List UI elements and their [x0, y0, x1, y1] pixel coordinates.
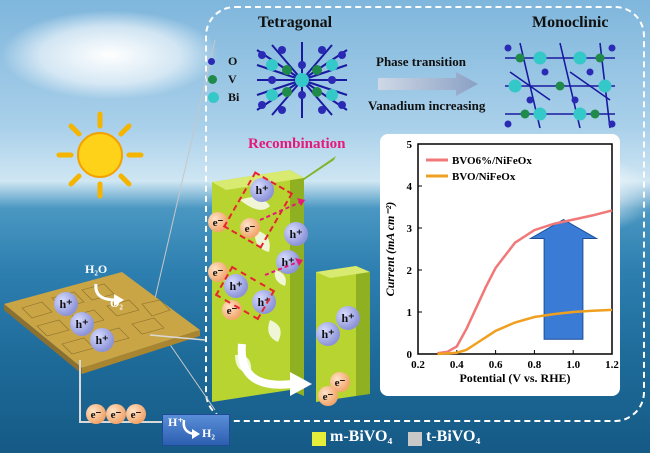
current-potential-chart: 0.2 0.4 0.6 0.8 1.0 1.2 0 1 2 3 4 5 Potential (V vs.… — [383, 139, 619, 385]
vanadium-increasing-label: Vanadium increasing — [368, 98, 486, 113]
legend-label-2: BVO/NiFeOx — [452, 171, 516, 183]
electron-particle: e⁻ — [240, 218, 260, 238]
monoclinic-title: Monoclinic — [532, 14, 609, 31]
detail-panel — [205, 6, 645, 422]
reduction-arrow-icon — [182, 419, 200, 439]
hole-particle: h⁺ — [250, 178, 274, 202]
hole-particle: h⁺ — [316, 322, 340, 346]
series-line-1 — [437, 209, 613, 355]
electron-particle: e⁻ — [330, 372, 350, 392]
sun-icon — [56, 111, 144, 199]
monoclinic-crystal — [504, 42, 616, 129]
water-label: H₂O — [85, 262, 108, 276]
t-bivo4-legend: t-BiVO₄ — [426, 428, 481, 445]
m-bivo4-swatch — [312, 432, 326, 446]
electron-particle: e⁻ — [208, 262, 228, 282]
bismuth-atom-icon — [208, 92, 219, 103]
phase-transition-label: Phase transition — [376, 54, 466, 69]
y-tick-label: 1 — [407, 307, 413, 319]
hole-particle: h⁺ — [284, 222, 308, 246]
photoanode-plate — [4, 272, 200, 374]
hydrogen-label: H₂ — [202, 426, 215, 440]
tetragonal-title: Tetragonal — [258, 14, 333, 31]
oxidation-arrow-icon — [94, 283, 124, 306]
m-bivo4-legend: m-BiVO₄ — [330, 428, 393, 445]
hole-particle: h⁺ — [70, 312, 94, 336]
y-tick-label: 0 — [407, 349, 413, 361]
increase-arrow-icon — [528, 219, 599, 340]
atom-legend: O V Bi — [208, 54, 248, 114]
vanadium-atom-icon — [208, 75, 217, 84]
cathode-panel — [162, 414, 230, 446]
electron-particle: e⁻ — [126, 404, 146, 424]
electron-particle: e⁻ — [86, 404, 106, 424]
x-tick-label: 0.2 — [411, 359, 425, 371]
tetragonal-crystal — [256, 42, 348, 118]
proton-label: H⁺ — [168, 415, 184, 429]
legend-o-label: O — [228, 54, 238, 68]
y-tick-label: 4 — [407, 181, 413, 193]
y-tick-label: 2 — [407, 265, 413, 277]
legend-v-label: V — [228, 72, 237, 86]
plot-frame — [417, 143, 613, 355]
x-axis-label: Potential (V vs. RHE) — [459, 371, 570, 385]
x-tick-label: 1.0 — [566, 359, 580, 371]
recombination-label: Recombination — [248, 136, 346, 152]
x-tick-label: 0.4 — [450, 359, 464, 371]
series-line-2 — [437, 308, 613, 356]
phase-arrow-icon — [378, 72, 478, 96]
hole-particle: h⁺ — [54, 292, 78, 316]
y-tick-label: 3 — [407, 223, 413, 235]
legend-bi-label: Bi — [228, 90, 240, 104]
y-tick-label: 5 — [407, 139, 413, 151]
t-bivo4-swatch — [408, 432, 422, 446]
x-tick-label: 0.8 — [528, 359, 542, 371]
x-tick-label: 0.6 — [489, 359, 503, 371]
y-axis-label: Current (mA cm⁻²) — [383, 202, 397, 297]
electron-particle: e⁻ — [106, 404, 126, 424]
legend-label-1: BVO6%/NiFeOx — [452, 155, 532, 167]
hole-particle: h⁺ — [252, 290, 276, 314]
hole-particle: h⁺ — [336, 306, 360, 330]
cloud — [0, 10, 220, 100]
x-tick-label: 1.2 — [605, 359, 619, 371]
electron-particle: e⁻ — [222, 300, 242, 320]
electron-particle: e⁻ — [318, 386, 338, 406]
oxygen-label: O₂ — [110, 296, 123, 310]
hole-particle: h⁺ — [90, 328, 114, 352]
electron-particle: e⁻ — [208, 212, 228, 232]
transfer-arrow-icon — [237, 343, 312, 396]
oxygen-atom-icon — [208, 58, 215, 65]
hole-particle: h⁺ — [224, 274, 248, 298]
